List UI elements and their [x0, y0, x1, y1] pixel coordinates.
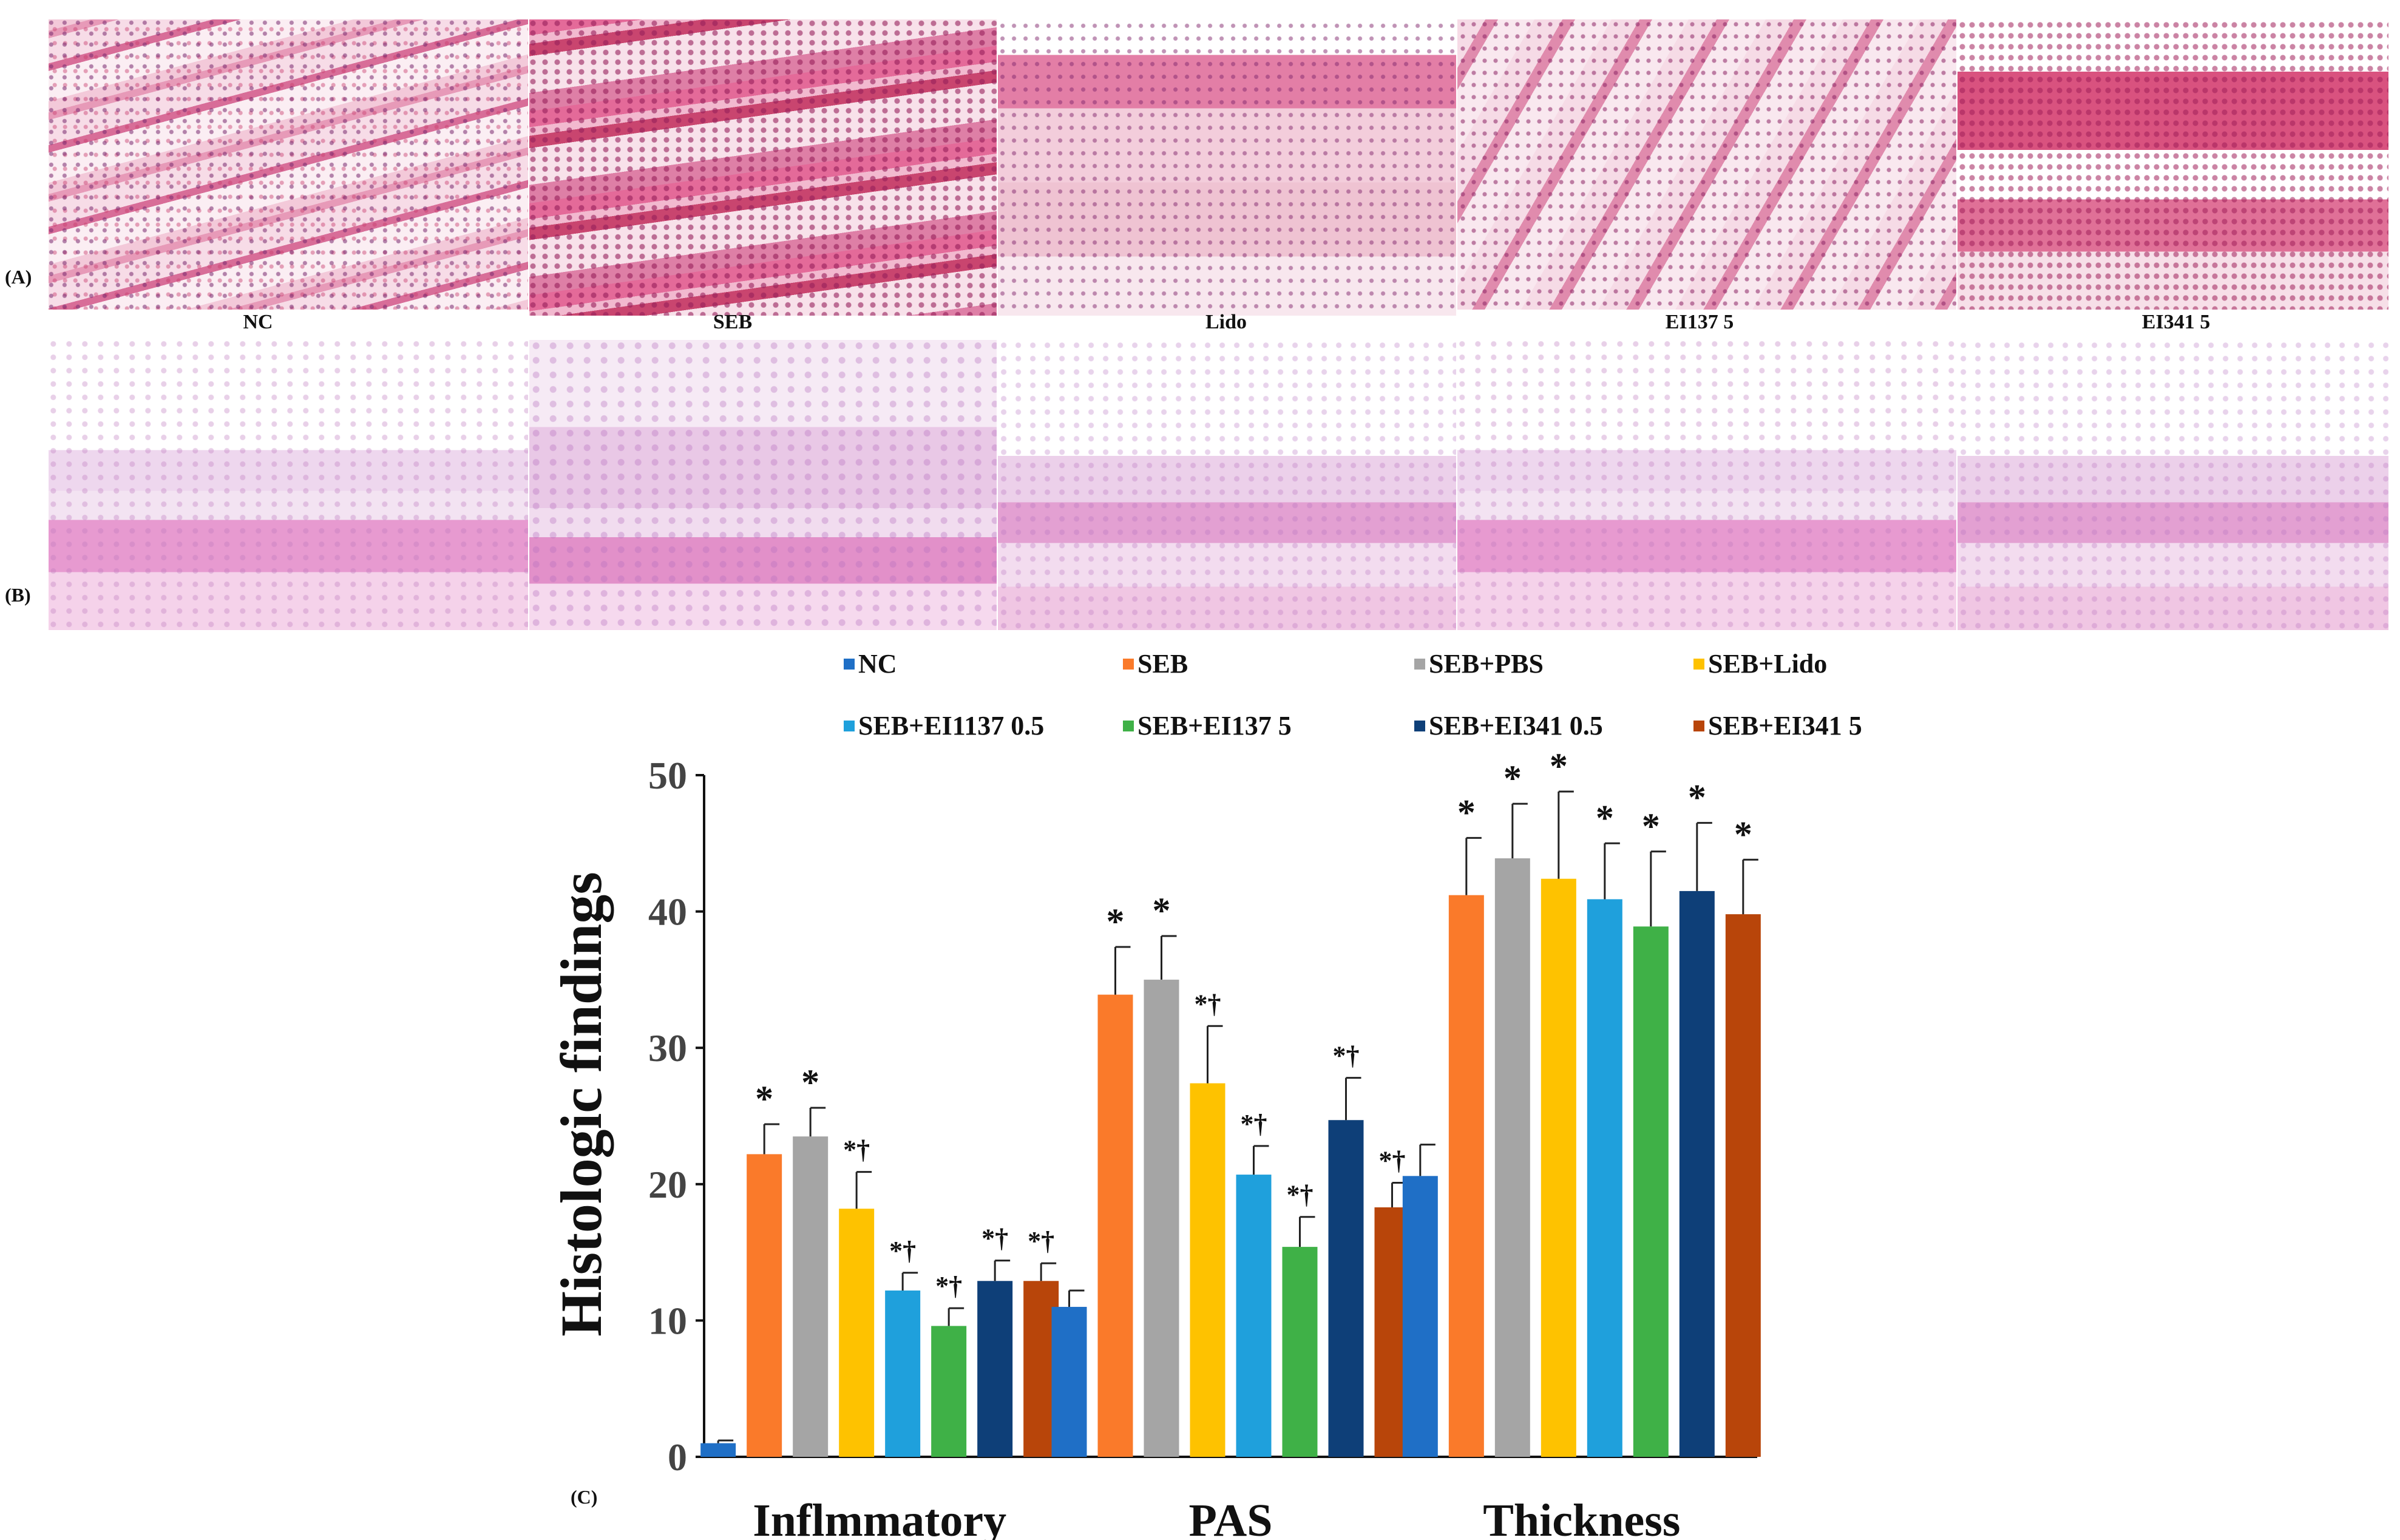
panel-label-b: (B) — [5, 584, 31, 606]
micrograph-a-ei341-5 — [1958, 19, 2388, 310]
legend-item-seb-lido: SEB+Lido — [1693, 648, 1827, 679]
bar-seb-lido — [1541, 878, 1576, 1457]
legend-item-seb-ei341-5: SEB+EI341 5 — [1693, 710, 1862, 741]
micrograph-a-nc — [49, 19, 528, 310]
legend-label: SEB+EI1137 0.5 — [858, 711, 1045, 741]
micrograph-b-seb — [529, 340, 997, 630]
y-tick-label: 0 — [668, 1436, 687, 1479]
legend-swatch — [1123, 720, 1134, 731]
micrograph-a-ei137-5 — [1457, 19, 1956, 310]
bar-seb-lido — [1190, 1083, 1225, 1457]
y-tick-label: 30 — [648, 1026, 687, 1070]
caption-nc: NC — [243, 311, 273, 333]
significance-mark: * — [1596, 798, 1614, 838]
micrograph-b-ei341-5 — [1958, 340, 2388, 630]
legend-swatch — [1123, 658, 1134, 670]
significance-mark: * — [1642, 806, 1660, 846]
caption-seb: SEB — [713, 311, 753, 333]
legend-label: SEB — [1137, 649, 1188, 679]
legend-label: SEB+EI341 0.5 — [1429, 711, 1603, 741]
bar-seb-ei137-5 — [1633, 926, 1669, 1457]
significance-mark: *† — [1195, 989, 1221, 1019]
bar-seb-ei341-5 — [1725, 914, 1761, 1457]
significance-mark: * — [1457, 792, 1476, 832]
legend-label: NC — [858, 649, 897, 679]
bar-seb-ei137-5 — [931, 1326, 967, 1457]
bar-nc — [1402, 1176, 1438, 1457]
bar-seb-ei1137-0-5 — [885, 1290, 921, 1457]
y-tick-label: 50 — [648, 754, 687, 797]
bar-seb — [1097, 994, 1133, 1457]
legend-swatch — [1414, 658, 1425, 670]
bar-seb-lido — [839, 1209, 875, 1457]
significance-mark: * — [1503, 758, 1522, 798]
significance-mark: *† — [843, 1135, 870, 1165]
significance-mark: * — [1734, 814, 1752, 854]
significance-mark: *† — [1028, 1226, 1054, 1256]
bar-seb-pbs — [1494, 858, 1530, 1457]
legend-item-seb-ei1137-05: SEB+EI1137 0.5 — [844, 710, 1044, 741]
legend-label: SEB+PBS — [1429, 649, 1544, 679]
bar-seb-ei1137-0-5 — [1587, 899, 1622, 1457]
legend-swatch — [1693, 720, 1704, 731]
micrograph-b-nc — [49, 340, 528, 630]
legend-swatch — [844, 658, 855, 670]
legend-swatch — [1693, 658, 1704, 670]
panel-label-a: (A) — [5, 266, 32, 288]
y-tick-label: 20 — [648, 1163, 687, 1206]
bar-seb — [747, 1154, 782, 1457]
legend-item-seb-pbs: SEB+PBS — [1414, 648, 1544, 679]
bar-seb-ei137-5 — [1282, 1247, 1318, 1457]
bar-seb — [1448, 895, 1484, 1457]
micrograph-b-lido — [998, 340, 1456, 630]
legend-label: SEB+Lido — [1708, 649, 1828, 679]
bar-seb-ei341-0-5 — [1679, 890, 1715, 1457]
y-axis-label: Histologic findings — [549, 872, 614, 1336]
bar-nc — [1051, 1306, 1087, 1457]
micrograph-a-lido — [998, 19, 1456, 316]
significance-mark: *† — [981, 1224, 1008, 1253]
significance-mark: *† — [889, 1236, 916, 1266]
bar-seb-ei341-0-5 — [977, 1281, 1013, 1457]
micrograph-b-ei137-5 — [1457, 340, 1956, 630]
histologic-findings-chart: Histologic findings 0 10 20 30 40 50 * * *† *† *† *… — [549, 751, 1761, 1540]
bar-nc — [700, 1443, 736, 1457]
significance-mark: *† — [1287, 1180, 1314, 1210]
legend-item-seb: SEB — [1123, 648, 1188, 679]
legend-label: SEB+EI137 5 — [1137, 711, 1292, 741]
category-label: Inflmmatory — [753, 1495, 1006, 1540]
legend-swatch — [1414, 720, 1425, 731]
significance-mark: * — [1153, 890, 1171, 931]
significance-mark: * — [1550, 751, 1568, 786]
caption-lido: Lido — [1205, 311, 1247, 333]
bar-seb-ei1137-0-5 — [1236, 1175, 1272, 1457]
caption-ei137-5: EI137 5 — [1665, 311, 1734, 333]
legend-item-seb-ei137-5: SEB+EI137 5 — [1123, 710, 1292, 741]
bar-seb-pbs — [793, 1136, 829, 1457]
significance-mark: *† — [1333, 1041, 1360, 1071]
panel-label-c: (C) — [571, 1486, 598, 1508]
significance-mark: *† — [1379, 1146, 1406, 1176]
caption-ei341-5: EI341 5 — [2141, 311, 2211, 333]
category-label: Thickness — [1483, 1495, 1680, 1540]
significance-mark: *† — [935, 1271, 962, 1301]
legend-item-seb-ei341-05: SEB+EI341 0.5 — [1414, 710, 1603, 741]
y-tick-label: 40 — [648, 890, 687, 934]
micrograph-a-seb — [529, 19, 997, 316]
legend-item-nc: NC — [844, 648, 897, 679]
bar-seb-pbs — [1144, 979, 1179, 1457]
significance-mark: * — [755, 1079, 773, 1119]
category-label: PAS — [1189, 1495, 1273, 1540]
significance-mark: * — [801, 1062, 819, 1102]
significance-mark: * — [1688, 778, 1706, 818]
bar-seb-ei341-0-5 — [1328, 1120, 1364, 1457]
legend-label: SEB+EI341 5 — [1708, 711, 1862, 741]
y-tick-label: 10 — [648, 1299, 687, 1342]
significance-mark: * — [1107, 901, 1125, 941]
legend-swatch — [844, 720, 855, 731]
significance-mark: *† — [1241, 1109, 1267, 1139]
